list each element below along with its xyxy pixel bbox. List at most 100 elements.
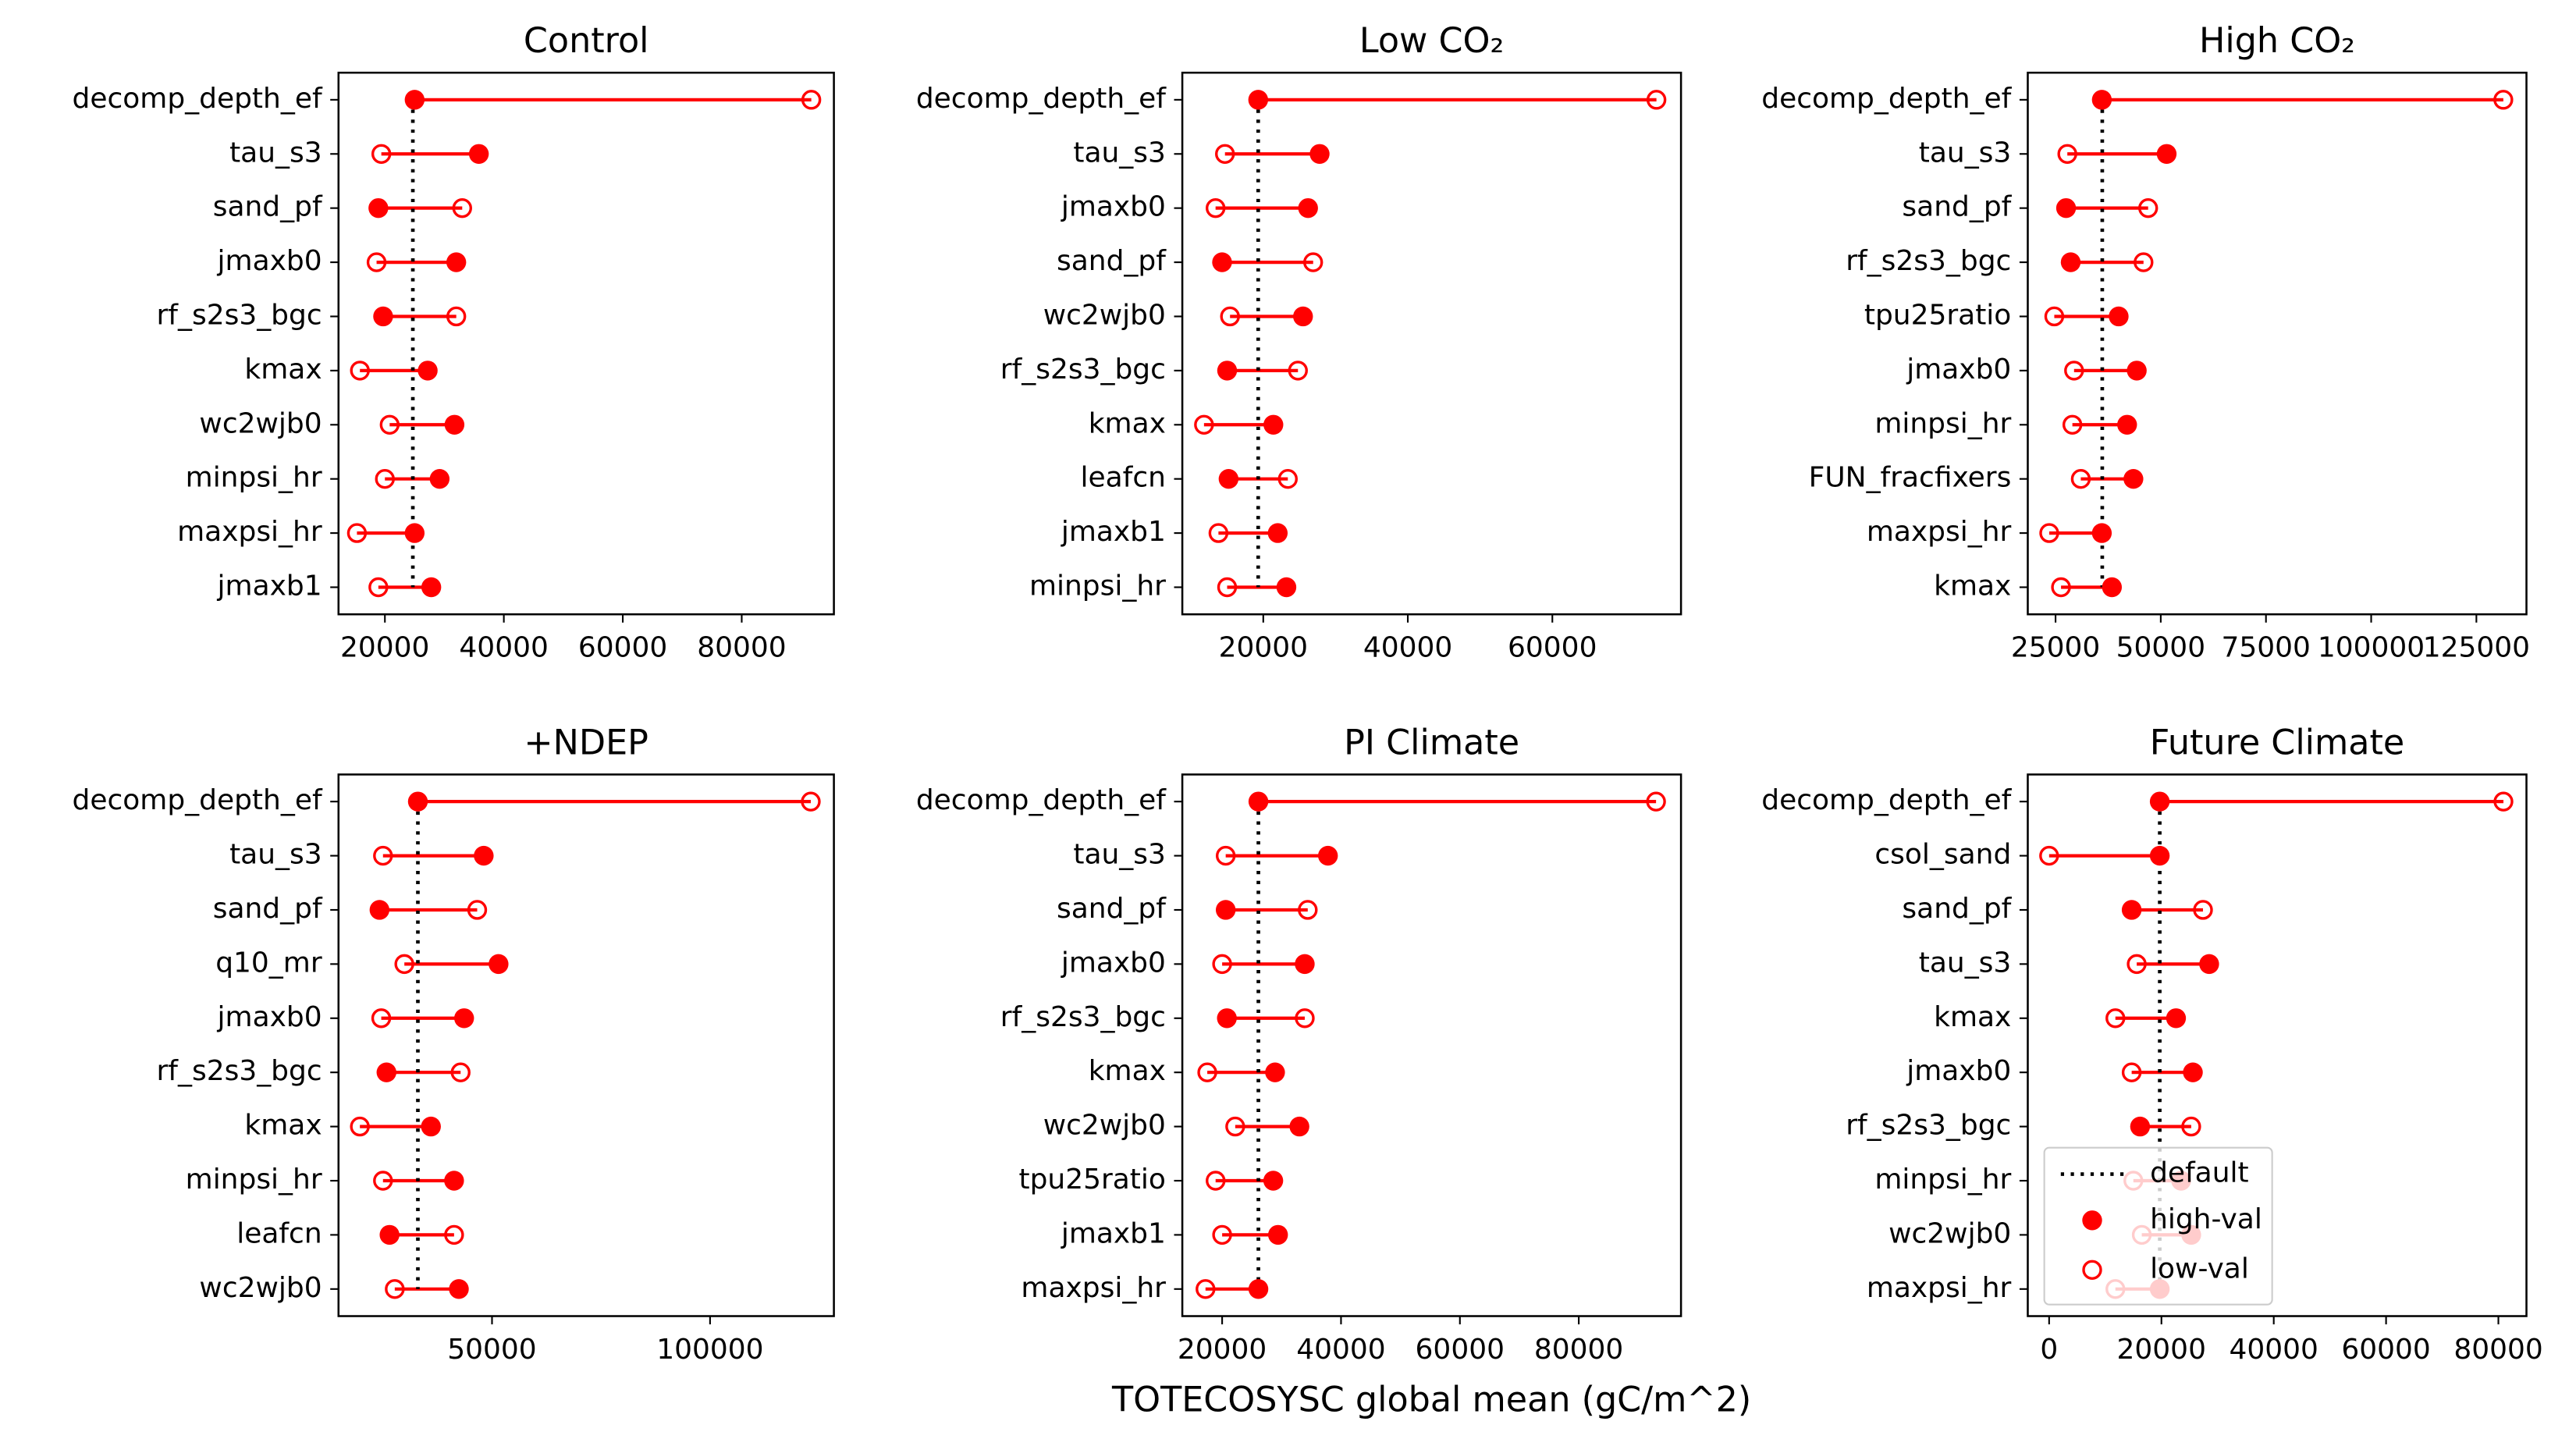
high-marker — [2199, 954, 2219, 975]
high-marker — [1265, 1062, 1285, 1082]
high-marker — [369, 900, 390, 920]
low-marker — [1298, 900, 1318, 920]
y-tick-label: rf_s2s3_bgc — [157, 1055, 322, 1087]
y-tick-label: wc2wjb0 — [199, 1272, 322, 1304]
axes-frame — [1181, 773, 1682, 1317]
y-tick-label: leafcn — [1081, 462, 1166, 494]
low-marker — [2039, 523, 2059, 543]
y-tick-label: wc2wjb0 — [1043, 299, 1166, 331]
low-marker — [2493, 90, 2514, 110]
high-marker — [407, 791, 428, 812]
high-marker — [1268, 1224, 1288, 1245]
x-tick-label: 50000 — [447, 1334, 536, 1366]
y-tick-label: sand_pf — [213, 191, 323, 223]
x-tick-label: 80000 — [697, 632, 786, 664]
x-tick-label: 25000 — [2011, 632, 2100, 664]
low-marker — [1215, 845, 1236, 866]
y-tick-label: tau_s3 — [1073, 137, 1166, 169]
axes-frame — [2027, 773, 2528, 1317]
low-marker — [371, 1008, 392, 1029]
high-marker — [1276, 577, 1297, 598]
y-tick-label: tpu25ratio — [1864, 299, 2011, 331]
y-tick-label: sand_pf — [1902, 893, 2012, 925]
y-tick-label: rf_s2s3_bgc — [157, 299, 322, 331]
low-marker — [366, 252, 387, 272]
high-marker — [2166, 1008, 2187, 1029]
axes-frame — [337, 71, 835, 616]
y-tick-label: kmax — [1934, 1001, 2011, 1033]
high-marker — [2102, 577, 2123, 598]
high-marker — [2109, 306, 2129, 327]
low-marker — [450, 1062, 471, 1082]
low-marker — [2039, 845, 2059, 866]
high-marker — [1218, 468, 1239, 489]
low-marker — [2134, 252, 2154, 272]
x-tick-label: 40000 — [1296, 1334, 1385, 1366]
high-marker — [1248, 791, 1269, 812]
x-tick-label: 50000 — [2116, 632, 2205, 664]
low-marker — [2138, 197, 2159, 219]
high-marker — [429, 468, 450, 489]
low-marker — [1277, 468, 1298, 489]
y-tick-label: sand_pf — [213, 893, 323, 925]
high-marker — [2123, 468, 2144, 489]
y-tick-label: kmax — [1089, 1055, 1166, 1087]
low-marker — [1197, 1062, 1217, 1082]
y-tick-label: jmaxb0 — [1061, 191, 1166, 223]
low-marker — [1220, 306, 1240, 327]
low-marker — [350, 1116, 370, 1137]
high-marker — [1215, 900, 1236, 920]
high-marker — [404, 523, 425, 543]
y-tick-label: rf_s2s3_bgc — [1846, 1110, 2011, 1142]
x-tick-label: 20000 — [2117, 1334, 2206, 1366]
high-marker — [1217, 361, 1238, 381]
low-marker — [2044, 306, 2065, 327]
high-marker — [2156, 144, 2177, 164]
x-tick-label: 60000 — [578, 632, 667, 664]
y-tick-label: jmaxb1 — [1061, 1217, 1166, 1249]
panel-title: PI Climate — [1344, 723, 1519, 762]
high-marker — [2149, 845, 2170, 866]
high-marker — [1248, 90, 1269, 110]
x-tick-label: 100000 — [656, 1334, 763, 1366]
high-marker — [468, 144, 489, 164]
low-marker — [371, 144, 392, 164]
y-tick-label: decomp_depth_ef — [73, 83, 323, 115]
panel-title: High CO₂ — [2199, 21, 2355, 61]
y-tick-label: minpsi_hr — [1874, 407, 2011, 439]
high-marker — [474, 845, 494, 866]
panel-title: Low CO₂ — [1359, 21, 1504, 61]
axes-frame — [2027, 71, 2528, 616]
y-tick-label: tau_s3 — [1919, 137, 2012, 169]
high-marker — [376, 1062, 396, 1082]
high-marker — [373, 306, 393, 327]
high-marker — [2091, 523, 2112, 543]
y-tick-label: minpsi_hr — [1029, 570, 1166, 602]
panel-title: +NDEP — [524, 723, 648, 762]
low-marker — [2064, 361, 2084, 381]
high-marker — [454, 1008, 474, 1029]
high-marker — [444, 1171, 464, 1191]
low-marker — [444, 1224, 464, 1245]
x-tick-label: 40000 — [2229, 1334, 2318, 1366]
low-marker — [2127, 954, 2147, 975]
low-marker — [373, 845, 393, 866]
y-tick-label: wc2wjb0 — [199, 407, 322, 439]
low-marker — [1225, 1116, 1245, 1137]
y-tick-label: jmaxb0 — [1906, 1055, 2011, 1087]
axes-frame — [1181, 71, 1682, 616]
x-tick-label: 40000 — [459, 632, 548, 664]
y-tick-label: decomp_depth_ef — [1761, 784, 2012, 816]
low-marker — [452, 197, 472, 219]
y-tick-label: sand_pf — [1902, 191, 2012, 223]
low-marker — [2121, 1062, 2142, 1082]
low-marker — [1212, 954, 1232, 975]
y-tick-label: kmax — [244, 354, 322, 386]
y-tick-label: minpsi_hr — [1874, 1164, 2011, 1196]
low-marker — [350, 361, 370, 381]
y-tick-label: minpsi_hr — [186, 462, 322, 494]
high-marker — [1289, 1116, 1309, 1137]
x-tick-label: 80000 — [2453, 1334, 2542, 1366]
y-tick-label: tau_s3 — [1919, 947, 2012, 979]
y-tick-label: wc2wjb0 — [1043, 1110, 1166, 1142]
